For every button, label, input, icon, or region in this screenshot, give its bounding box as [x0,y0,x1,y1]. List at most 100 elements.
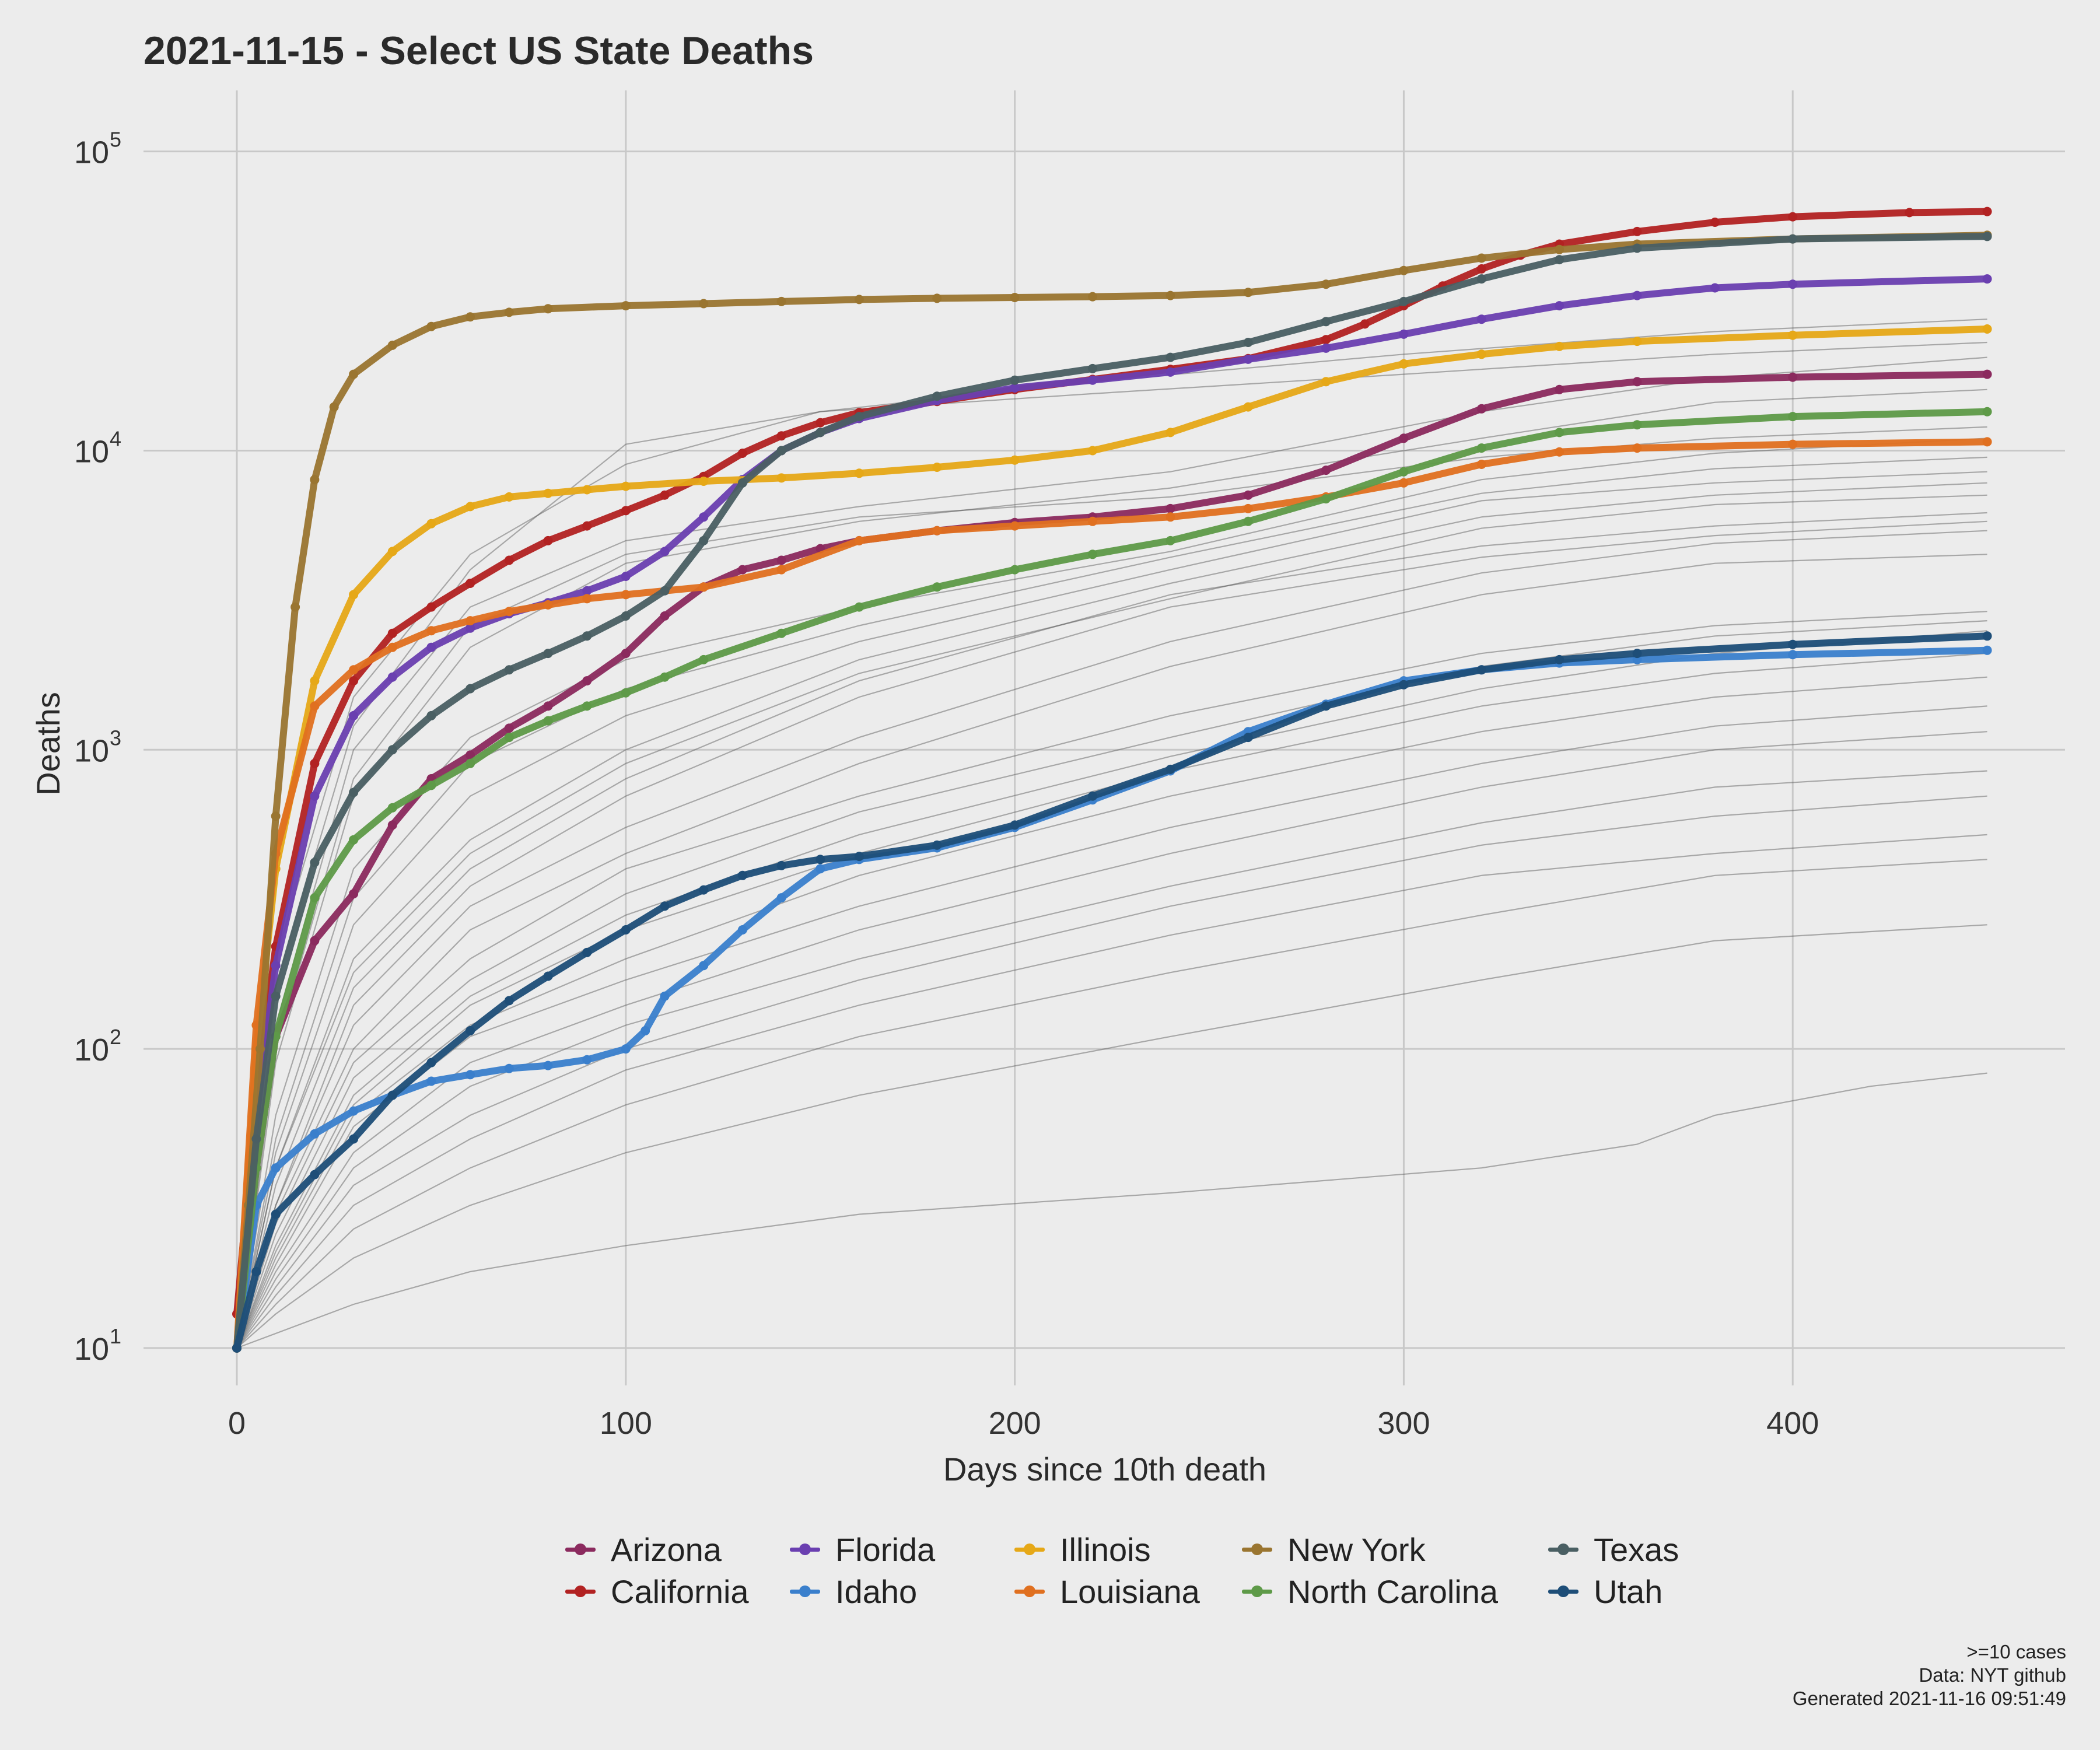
point-arizona [543,701,553,711]
point-illinois [426,519,436,528]
point-north-carolina [1555,428,1564,438]
point-idaho [466,1070,475,1080]
point-texas [660,586,670,596]
point-new-york [290,602,300,612]
point-florida [1788,279,1798,289]
point-new-york [1010,293,1020,302]
series-line-texas [233,233,1991,1352]
series-line-north-carolina [233,408,1991,1352]
y-tick-label: 10 [74,434,109,469]
legend-label: Arizona [611,1531,722,1568]
point-florida [621,572,631,581]
point-california [737,449,747,458]
point-arizona [1476,404,1486,414]
point-illinois [1555,341,1564,351]
point-california [543,536,553,545]
point-texas [854,412,864,422]
legend-item-arizona: Arizona [563,1528,788,1570]
point-illinois [504,492,514,502]
point-new-york [1321,279,1331,289]
point-florida [1166,367,1175,377]
point-idaho [816,864,825,874]
y-tick-label: 10 [74,1032,109,1068]
point-texas [426,710,436,720]
point-new-york [1555,244,1564,254]
legend-item-idaho: Idaho [788,1570,1012,1612]
y-tick-label: 10 [74,733,109,768]
other-state-line [236,438,1987,1349]
point-florida [1010,383,1020,393]
chart-title: 2021-11-15 - Select US State Deaths [144,29,814,73]
point-utah [854,852,864,862]
point-louisiana [1555,447,1564,457]
point-new-york [329,402,339,412]
point-new-york [776,296,786,306]
legend-label: New York [1287,1531,1426,1568]
point-utah [1476,665,1486,675]
y-tick-exponent: 3 [110,726,121,750]
point-florida [387,672,397,682]
point-florida [1243,354,1253,364]
point-california [776,431,786,441]
legend-item-california: California [563,1570,788,1612]
point-north-carolina [621,688,631,698]
point-new-york [426,321,436,331]
point-idaho [660,991,670,1001]
point-louisiana [1166,512,1175,522]
point-new-york [466,312,475,322]
point-texas [1982,232,1992,242]
point-utah [621,925,631,935]
other-state-line [236,318,1987,1349]
legend-key-louisiana [1012,1580,1047,1603]
other-state-line [236,620,1987,1349]
point-new-york [256,1044,265,1054]
point-california [816,418,825,428]
point-florida [1710,283,1720,293]
point-utah [1399,680,1409,690]
other-state-line [236,356,1987,1349]
point-texas [1243,338,1253,347]
caption-line: >=10 cases [1966,1641,2066,1662]
other-state-line [236,512,1987,1349]
x-tick-label: 100 [600,1406,652,1441]
point-north-carolina [1399,467,1409,477]
point-texas [737,478,747,488]
point-florida [271,961,281,971]
other-state-line [236,471,1987,1349]
point-new-york [699,299,709,309]
point-florida [1088,375,1097,385]
point-california [504,555,514,565]
x-tick-label: 0 [228,1406,246,1441]
y-tick-exponent: 4 [110,426,121,450]
point-north-carolina [1243,516,1253,526]
point-california [1632,226,1642,236]
point-new-york [1476,253,1486,263]
point-arizona [1166,503,1175,513]
point-louisiana [582,594,592,604]
point-idaho [543,1060,553,1070]
point-illinois [621,481,631,491]
point-north-carolina [1632,420,1642,430]
point-louisiana [932,526,942,536]
other-state-line [236,705,1987,1349]
point-arizona [660,611,670,621]
point-texas [1555,255,1564,265]
point-utah [699,885,709,895]
point-california [387,628,397,638]
legend-item-texas: Texas [1546,1528,1721,1570]
point-texas [466,684,475,694]
point-new-york [271,811,281,821]
series-line-florida [233,275,1991,1352]
point-utah [1010,820,1020,830]
point-idaho [582,1055,592,1065]
legend-key-florida [788,1538,822,1561]
point-illinois [1088,446,1097,456]
point-idaho [426,1076,436,1086]
point-utah [504,996,514,1006]
point-arizona [1632,377,1642,387]
point-north-carolina [1476,443,1486,453]
point-arizona [1555,384,1564,394]
point-utah [816,855,825,864]
point-louisiana [426,626,436,636]
y-axis-label: Deaths [30,692,66,795]
